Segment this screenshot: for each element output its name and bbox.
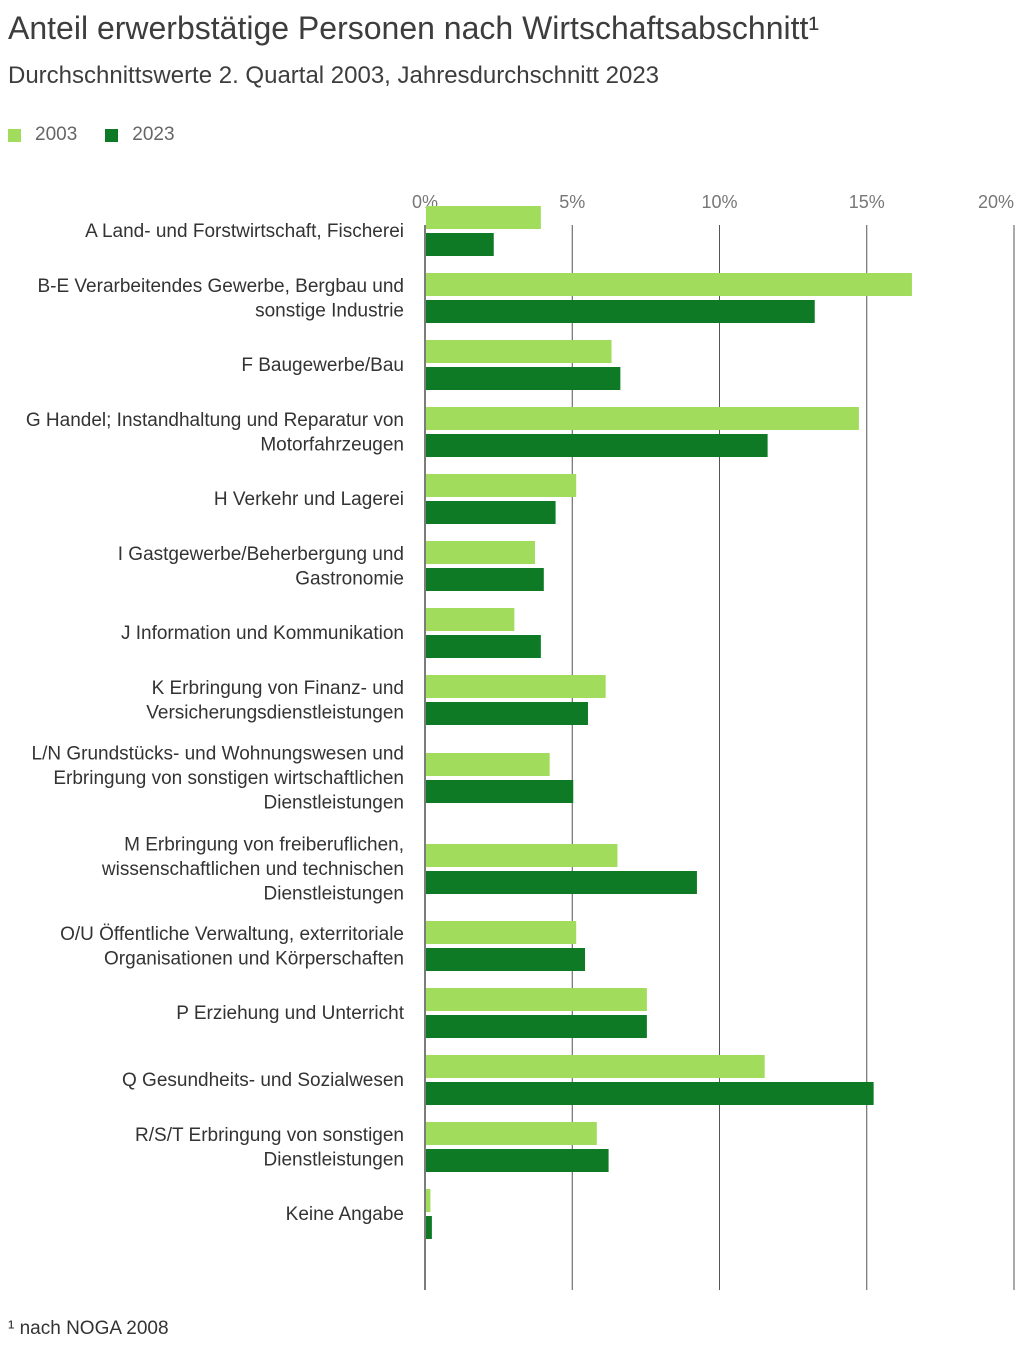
legend-item-2003: 2003 [8, 124, 77, 146]
bar-2023 [426, 1082, 874, 1105]
x-tick-label: 20% [978, 192, 1014, 212]
category-label: Erbringung von sonstigen wirtschaftliche… [53, 768, 404, 789]
bar-2003 [426, 608, 515, 631]
bar-2023 [426, 1015, 647, 1038]
category-label: B-E Verarbeitendes Gewerbe, Bergbau und [37, 276, 404, 297]
legend-swatch-2003 [8, 128, 21, 142]
bar-2003 [426, 753, 550, 776]
bar-2023 [426, 635, 541, 658]
legend-label-2023: 2023 [132, 124, 175, 145]
bar-2003 [426, 675, 606, 698]
bar-2003 [426, 541, 535, 564]
chart-subtitle: Durchschnittswerte 2. Quartal 2003, Jahr… [8, 62, 660, 89]
bar-2003 [426, 921, 577, 944]
category-label: K Erbringung von Finanz- und [152, 678, 404, 699]
legend-item-2023: 2023 [105, 124, 175, 146]
category-label: R/S/T Erbringung von sonstigen [135, 1125, 404, 1146]
category-label: sonstige Industrie [255, 300, 404, 321]
bar-2003 [426, 474, 577, 497]
category-label: J Information und Kommunikation [121, 623, 404, 644]
category-label: I Gastgewerbe/Beherbergung und [118, 544, 404, 565]
bar-2023 [426, 300, 815, 323]
bar-2023 [426, 948, 586, 971]
category-label: Dienstleistungen [264, 793, 404, 814]
bar-2023 [426, 702, 588, 725]
bar-2003 [426, 206, 541, 229]
bar-2023 [426, 233, 494, 256]
bar-2023 [426, 871, 697, 894]
bar-2023 [426, 780, 574, 803]
category-label: Dienstleistungen [264, 884, 404, 905]
chart-title: Anteil erwerbstätige Personen nach Wirts… [8, 10, 820, 46]
category-label: H Verkehr und Lagerei [214, 489, 404, 510]
legend-label-2003: 2003 [35, 124, 78, 145]
category-label: M Erbringung von freiberuflichen, [124, 835, 404, 856]
bar-2023 [426, 1149, 609, 1172]
category-label: L/N Grundstücks- und Wohnungswesen und [32, 744, 404, 765]
bar-2003 [426, 1055, 765, 1078]
bar-2003 [426, 340, 612, 363]
category-label: Dienstleistungen [264, 1149, 404, 1170]
category-label: Gastronomie [295, 568, 404, 589]
category-label: wissenschaftlichen und technischen [101, 859, 404, 880]
category-label: Versicherungsdienstleistungen [146, 702, 404, 723]
legend: 2003 2023 [8, 124, 203, 146]
bar-2003 [426, 407, 859, 430]
bar-2023 [426, 568, 544, 591]
bar-2023 [426, 434, 768, 457]
bar-2023 [426, 367, 621, 390]
category-label: Q Gesundheits- und Sozialwesen [122, 1070, 404, 1091]
x-tick-label: 10% [701, 192, 737, 212]
category-label: G Handel; Instandhaltung und Reparatur v… [26, 410, 404, 431]
category-label: A Land- und Forstwirtschaft, Fischerei [85, 221, 404, 242]
bar-2003 [426, 1122, 597, 1145]
category-label: Organisationen und Körperschaften [104, 948, 404, 969]
bar-2003 [426, 844, 618, 867]
bar-chart: 0% 5% 10% 15% 20%A Land- und Forstwirtschaft… [26, 192, 1015, 1290]
category-label: Motorfahrzeugen [260, 434, 404, 455]
bar-2003 [426, 988, 647, 1011]
bar-2023 [426, 1216, 432, 1239]
bar-2023 [426, 501, 556, 524]
x-tick-label: 5% [559, 192, 585, 212]
category-label: Keine Angabe [286, 1204, 404, 1225]
category-label: P Erziehung und Unterricht [176, 1003, 404, 1024]
category-label: F Baugewerbe/Bau [241, 355, 404, 376]
bar-2003 [426, 1189, 431, 1212]
footnote: ¹ nach NOGA 2008 [8, 1318, 169, 1339]
bar-2003 [426, 273, 912, 296]
x-tick-label: 15% [849, 192, 885, 212]
category-label: O/U Öffentliche Verwaltung, exterritoria… [60, 924, 404, 945]
legend-swatch-2023 [105, 128, 119, 142]
